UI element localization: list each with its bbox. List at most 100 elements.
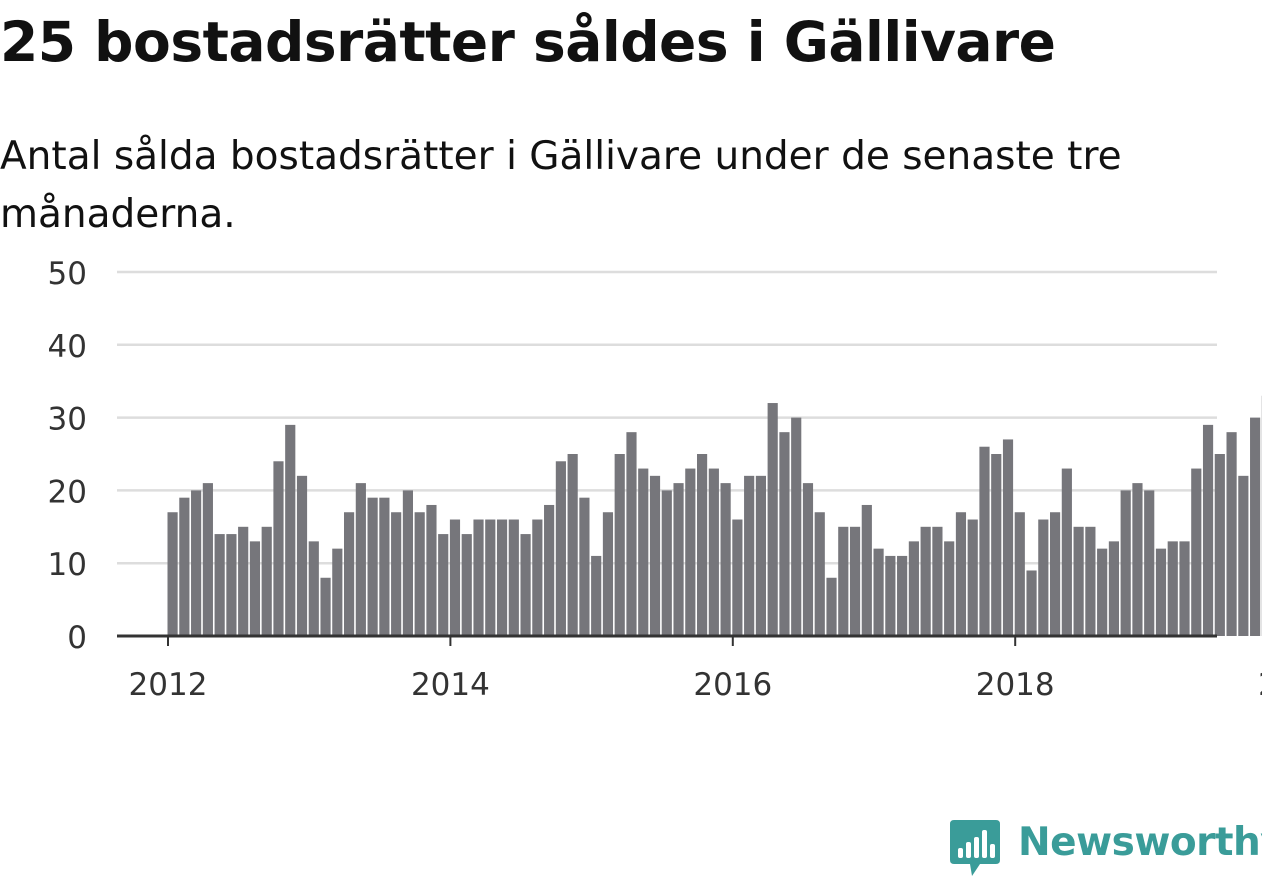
bar	[685, 468, 696, 636]
bar	[908, 541, 919, 636]
bar	[802, 483, 814, 636]
bar	[1108, 541, 1119, 636]
chart-subtitle: Antal sålda bostadsrätter i Gällivare un…	[0, 134, 1122, 237]
bar	[1097, 548, 1108, 636]
bar	[614, 454, 625, 636]
bar	[391, 512, 402, 636]
bar	[461, 534, 472, 636]
bar	[744, 475, 755, 636]
bar	[838, 526, 849, 636]
bar	[167, 512, 178, 636]
bar	[332, 548, 343, 636]
bar	[238, 526, 249, 636]
bar	[873, 548, 884, 636]
bar	[1120, 490, 1131, 636]
bar	[932, 526, 943, 636]
y-tick-label: 40	[48, 329, 87, 365]
bar	[308, 541, 319, 636]
bar	[826, 577, 837, 636]
bar	[814, 512, 825, 636]
bar	[861, 504, 872, 636]
bar	[544, 504, 555, 636]
bar	[191, 490, 202, 636]
bar	[226, 534, 237, 636]
bar	[979, 446, 990, 636]
x-tick-label: 2018	[976, 667, 1055, 703]
y-tick-label: 0	[67, 620, 87, 656]
y-tick-label: 20	[48, 474, 87, 510]
bar	[638, 468, 649, 636]
bar	[944, 541, 955, 636]
bar	[791, 417, 802, 636]
bar	[720, 483, 731, 636]
bar	[626, 432, 637, 636]
bar	[897, 555, 908, 636]
bar	[508, 519, 519, 636]
y-tick-label: 30	[48, 402, 87, 438]
bar	[1167, 541, 1178, 636]
x-tick-label: 2012	[129, 667, 208, 703]
bar	[1179, 541, 1190, 636]
bar	[885, 555, 896, 636]
y-tick-label: 50	[48, 256, 87, 292]
bar	[1085, 526, 1096, 636]
bar	[920, 526, 931, 636]
bar	[708, 468, 719, 636]
bar	[673, 483, 684, 636]
bar	[779, 432, 790, 636]
bars	[167, 395, 1262, 636]
bar	[991, 454, 1002, 636]
bar	[1191, 468, 1202, 636]
bar	[849, 526, 861, 636]
bar	[1061, 468, 1072, 636]
bar	[967, 519, 978, 636]
bar	[426, 504, 437, 636]
newsworthy-logo-icon	[950, 820, 1000, 876]
bar	[261, 526, 272, 636]
bar	[697, 454, 708, 636]
bar	[402, 490, 413, 636]
brand-name: Newsworthy	[1018, 820, 1262, 865]
bar	[202, 483, 213, 636]
bar	[355, 483, 366, 636]
bar	[567, 454, 578, 636]
newsworthy-logo[interactable]: Newsworthy	[950, 818, 1262, 878]
bar	[1202, 424, 1214, 636]
bar	[285, 424, 296, 636]
bar	[449, 519, 461, 636]
bar	[1238, 475, 1249, 636]
bar	[955, 512, 967, 636]
x-tick-label: 2020	[1258, 667, 1262, 703]
bar	[273, 461, 284, 636]
bar	[755, 475, 766, 636]
y-axis: 0 10 20 30 40 50	[48, 256, 87, 656]
bar	[1073, 526, 1084, 636]
bar	[579, 497, 590, 636]
bar	[1250, 417, 1261, 636]
bar	[485, 519, 496, 636]
bar	[767, 403, 778, 636]
bar	[1214, 454, 1225, 636]
bar	[379, 497, 390, 636]
bar	[1026, 570, 1037, 636]
bar	[214, 534, 225, 636]
bar	[532, 519, 543, 636]
bar	[520, 534, 531, 636]
bar	[649, 475, 661, 636]
x-tick-label: 2016	[693, 667, 772, 703]
bar	[367, 497, 378, 636]
bar	[555, 461, 566, 636]
bar	[473, 519, 484, 636]
bar	[320, 577, 331, 636]
bar	[732, 519, 743, 636]
bar	[1050, 512, 1061, 636]
bar	[1002, 439, 1014, 636]
bar	[179, 497, 190, 636]
bar	[602, 512, 614, 636]
bar	[296, 475, 308, 636]
y-tick-label: 10	[48, 547, 87, 583]
bar	[414, 512, 425, 636]
x-axis: 20122014201620182020202220242026	[117, 634, 1262, 703]
bar	[1155, 548, 1167, 636]
